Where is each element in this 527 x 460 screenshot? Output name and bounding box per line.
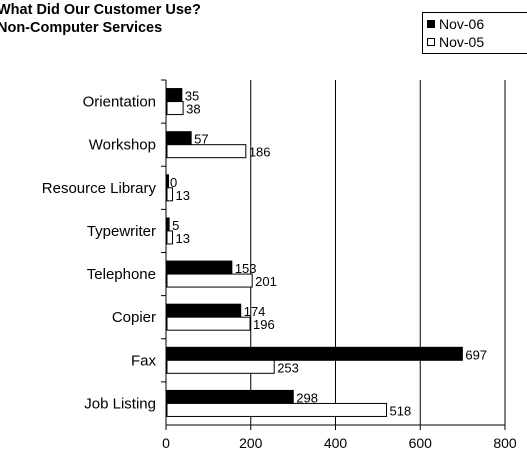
x-tick-label-0: 0: [162, 435, 170, 451]
chart-title-line-1: What Did Our Customer Use?: [0, 2, 201, 18]
legend-swatch-nov-05: [427, 38, 435, 46]
x-tick-label-600: 600: [409, 435, 433, 451]
data-label-nov-06-telephone: 153: [235, 261, 257, 276]
data-label-nov-05-orientation: 38: [186, 102, 200, 117]
bar-nov-06-copier: [166, 303, 242, 318]
data-label-nov-06-orientation: 35: [185, 89, 199, 104]
chart-legend: Nov-06 Nov-05: [422, 12, 527, 54]
category-label-typewriter: Typewriter: [87, 223, 156, 240]
category-label-orientation: Orientation: [83, 94, 156, 111]
category-label-fax: Fax: [131, 352, 157, 369]
category-label-job-listing: Job Listing: [84, 395, 156, 412]
bar-nov-06-workshop: [166, 131, 192, 146]
data-label-nov-06-typewriter: 5: [172, 218, 179, 233]
data-label-nov-05-job-listing: 518: [390, 403, 412, 418]
bar-nov-06-resource-library: [166, 174, 169, 189]
data-label-nov-05-telephone: 201: [255, 274, 277, 289]
bar-nov-06-typewriter: [166, 217, 170, 232]
legend-item-nov-05: Nov-05: [427, 33, 484, 51]
bar-nov-05-resource-library: [166, 187, 174, 202]
legend-label-nov-05: Nov-05: [439, 34, 485, 50]
bar-nov-06-orientation: [166, 88, 183, 103]
data-label-nov-05-typewriter: 13: [176, 231, 190, 246]
bar-nov-06-job-listing: [166, 389, 294, 404]
bar-nov-06-telephone: [166, 260, 233, 275]
bar-nov-05-workshop: [166, 144, 247, 159]
data-label-nov-06-resource-library: 0: [170, 175, 177, 190]
category-label-workshop: Workshop: [89, 137, 156, 154]
x-tick-label-200: 200: [239, 435, 263, 451]
data-label-nov-06-workshop: 57: [194, 132, 208, 147]
bar-nov-05-typewriter: [166, 230, 174, 245]
legend-label-nov-06: Nov-06: [439, 16, 485, 32]
bar-nov-05-fax: [166, 359, 275, 374]
chart-title-line-2: Non-Computer Services: [0, 20, 163, 36]
legend-item-nov-06: Nov-06: [427, 15, 484, 33]
data-label-nov-05-resource-library: 13: [176, 188, 190, 203]
data-label-nov-06-copier: 174: [244, 304, 266, 319]
x-tick-label-800: 800: [493, 435, 517, 451]
data-label-nov-06-job-listing: 298: [296, 390, 318, 405]
category-label-resource-library: Resource Library: [42, 180, 157, 197]
bar-nov-05-copier: [166, 316, 251, 331]
data-label-nov-06-fax: 697: [465, 347, 487, 362]
category-label-telephone: Telephone: [87, 266, 156, 283]
legend-swatch-nov-06: [427, 20, 435, 28]
bar-nov-05-orientation: [166, 101, 184, 116]
bar-nov-06-fax: [166, 346, 463, 361]
bar-nov-05-telephone: [166, 273, 253, 288]
bar-nov-05-job-listing: [166, 402, 388, 417]
category-label-copier: Copier: [112, 309, 156, 326]
data-label-nov-05-copier: 196: [253, 317, 275, 332]
chart-title: What Did Our Customer Use? Non-Computer …: [0, 1, 201, 37]
data-label-nov-05-workshop: 186: [249, 145, 271, 160]
data-label-nov-05-fax: 253: [277, 360, 299, 375]
x-tick-label-400: 400: [324, 435, 348, 451]
